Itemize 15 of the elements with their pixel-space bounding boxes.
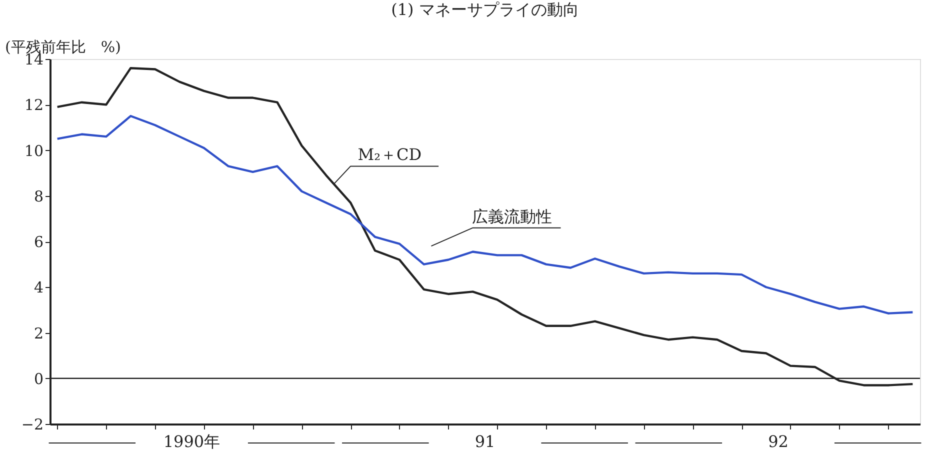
chart-title: (1) マネーサプライの動向	[391, 0, 579, 19]
y-tick-label: 12	[24, 96, 44, 114]
line-series	[56, 114, 914, 314]
y-tick-label: 0	[34, 370, 44, 388]
y-tick-label: 10	[24, 142, 44, 160]
y-tick-label: 4	[34, 278, 44, 297]
text: 1990年	[163, 432, 220, 451]
text: 91	[474, 432, 496, 451]
y-tick-label: 6	[34, 233, 44, 251]
text: 92	[768, 432, 788, 451]
y-tick-label: −2	[21, 416, 44, 434]
y-tick-label: 2	[34, 324, 44, 342]
y-tick-label: 8	[34, 187, 44, 206]
series-label: M₂＋CD	[358, 145, 422, 164]
series-label: 広義流動性	[472, 206, 552, 226]
